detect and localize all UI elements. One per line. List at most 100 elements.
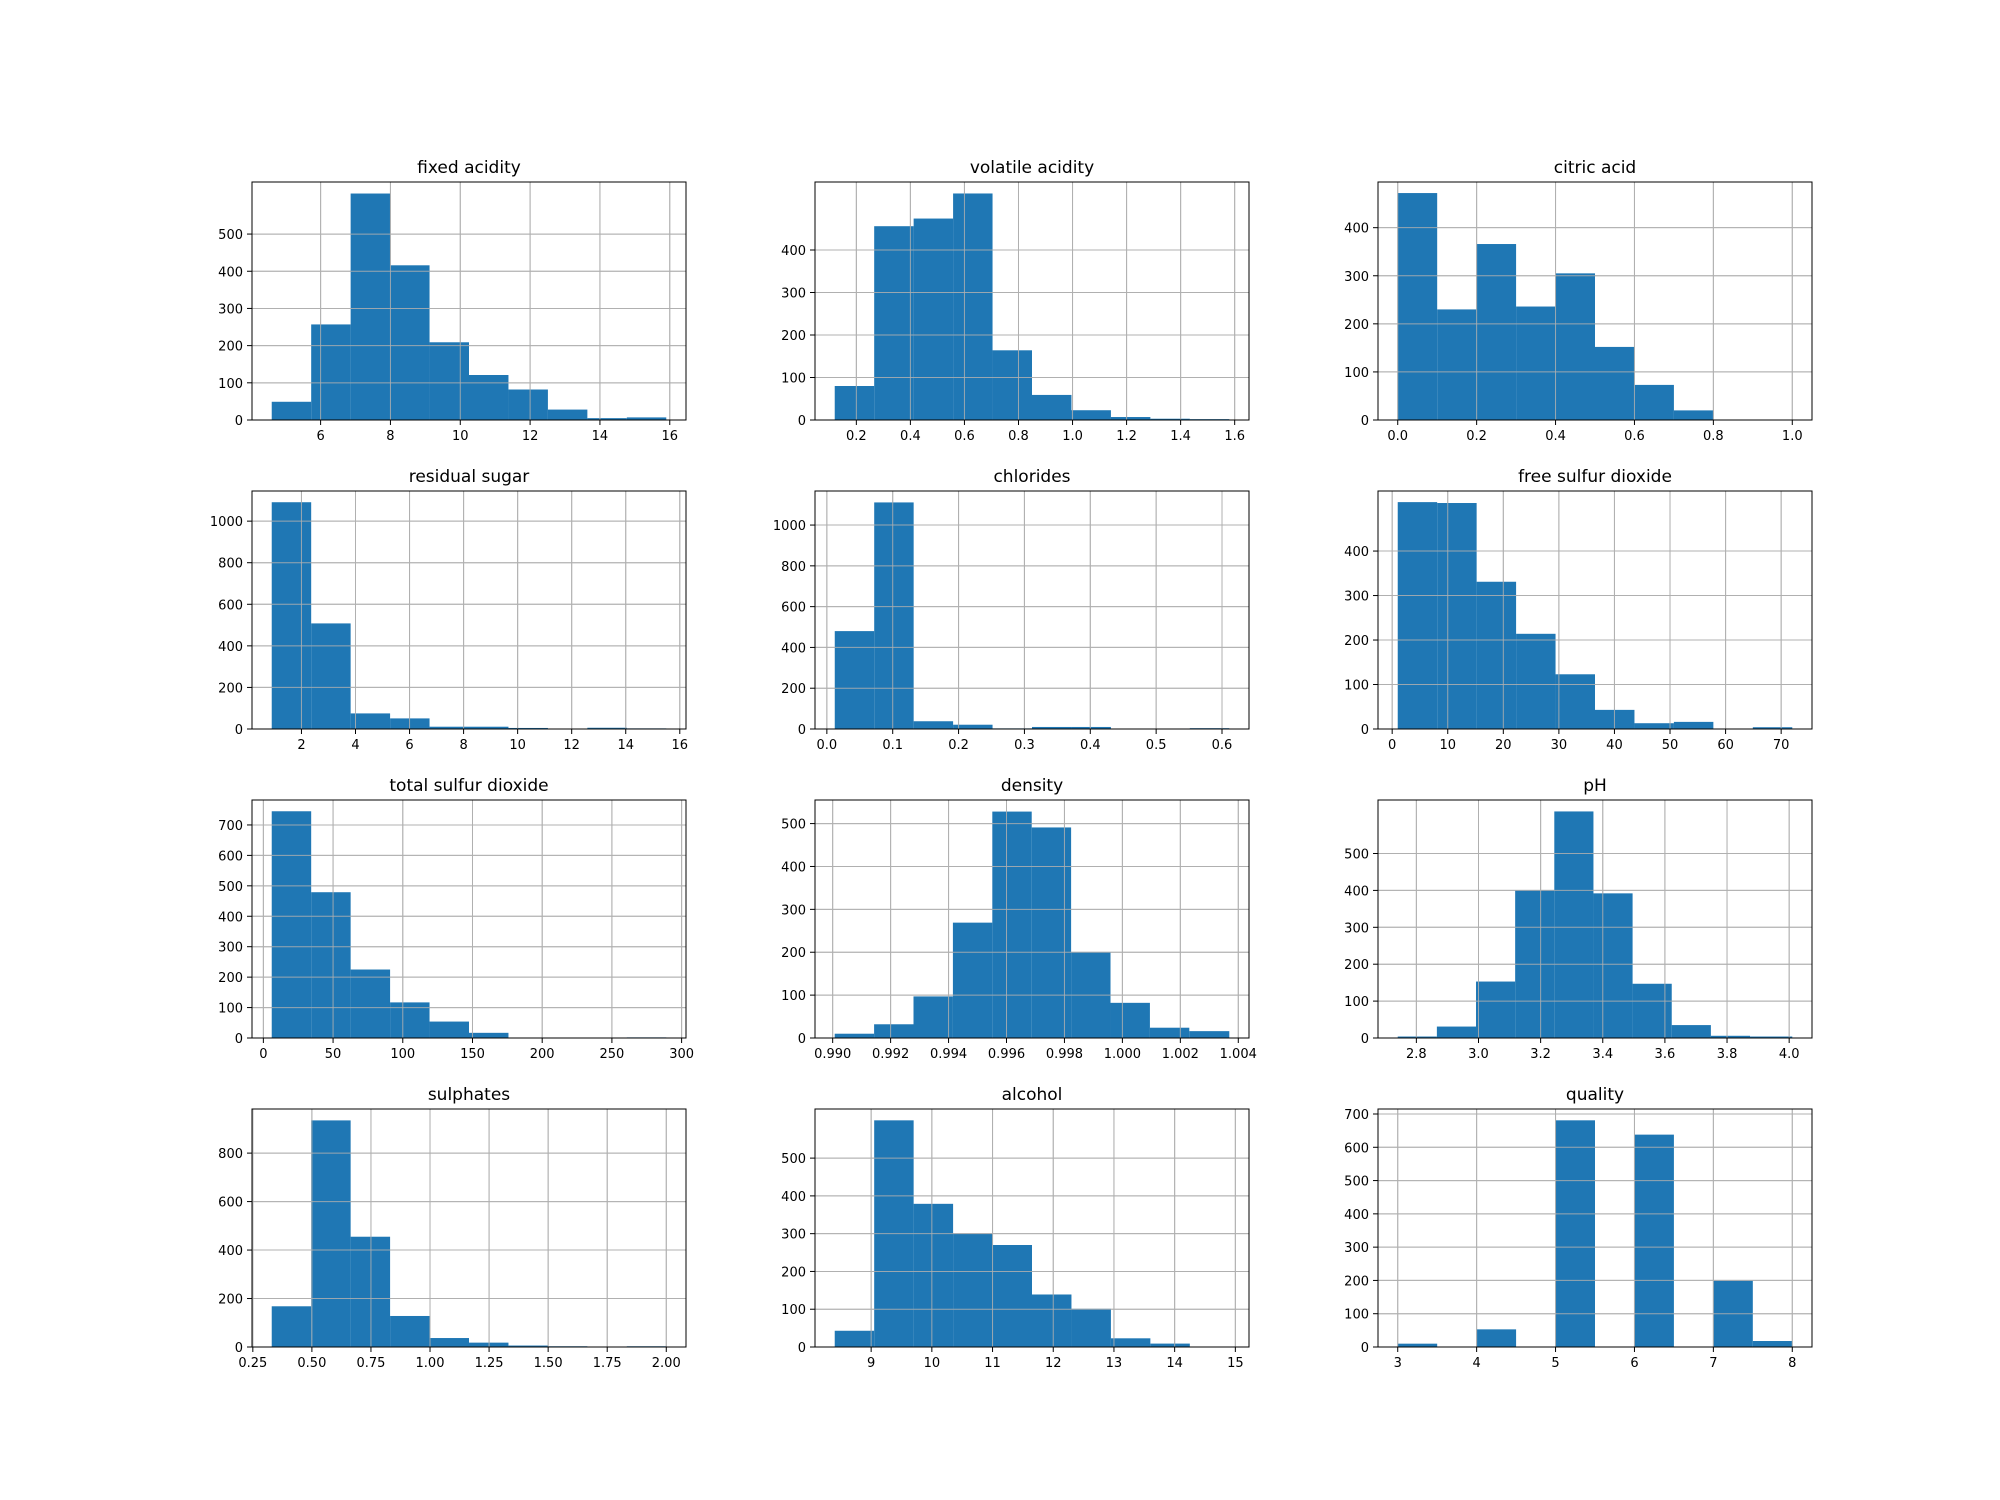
y-tick-label: 700 xyxy=(218,819,243,834)
panel-title: citric acid xyxy=(1554,158,1636,178)
x-tick-label: 0.8 xyxy=(1703,429,1724,444)
y-tick-label: 400 xyxy=(1344,545,1369,560)
y-tick-label: 0 xyxy=(798,723,806,738)
histogram-bar xyxy=(1397,1036,1437,1038)
histogram-bar xyxy=(1752,727,1793,729)
histogram-bar xyxy=(1593,893,1633,1038)
y-tick-label: 0 xyxy=(798,1341,806,1356)
axes-frame xyxy=(1377,490,1813,730)
histogram-bar xyxy=(1476,1329,1517,1347)
panel-title: quality xyxy=(1566,1085,1624,1105)
x-tick-label: 0.4 xyxy=(900,429,921,444)
histogram-bar xyxy=(1397,502,1438,729)
x-tick-label: 1.004 xyxy=(1220,1047,1257,1062)
histogram-panel-residual-sugar: 2 4 6 8 10 12 14 16 0 200 400 600 800 1000 residual su… xyxy=(210,467,688,753)
y-tick-label: 200 xyxy=(781,682,806,697)
histogram-bar xyxy=(271,401,312,420)
y-tick-label: 100 xyxy=(218,1002,243,1017)
axes-frame xyxy=(1377,799,1813,1039)
histogram-bar xyxy=(271,1306,312,1347)
y-tick-label: 100 xyxy=(1344,366,1369,381)
x-tick-label: 4 xyxy=(351,738,359,753)
histogram-bar xyxy=(1632,983,1672,1038)
x-tick-label: 0 xyxy=(259,1047,267,1062)
histogram-bar xyxy=(1071,726,1111,729)
x-tick-label: 0.5 xyxy=(1146,738,1167,753)
x-tick-label: 14 xyxy=(1166,1356,1183,1371)
histogram-bar xyxy=(1673,410,1714,420)
histogram-bar xyxy=(953,724,993,729)
y-tick-label: 300 xyxy=(781,903,806,918)
y-tick-label: 800 xyxy=(218,557,243,572)
x-tick-label: 40 xyxy=(1606,738,1623,753)
y-tick-label: 1000 xyxy=(210,515,243,530)
histogram-bar xyxy=(1110,1002,1150,1038)
y-tick-label: 200 xyxy=(218,971,243,986)
y-tick-label: 200 xyxy=(218,340,243,355)
x-tick-label: 16 xyxy=(672,738,689,753)
y-tick-label: 400 xyxy=(218,640,243,655)
x-tick-label: 200 xyxy=(530,1047,555,1062)
y-tick-label: 600 xyxy=(1344,1141,1369,1156)
x-tick-label: 14 xyxy=(617,738,634,753)
histogram-bar xyxy=(1673,721,1714,729)
x-tick-label: 0.0 xyxy=(817,738,838,753)
x-tick-label: 3.4 xyxy=(1592,1047,1613,1062)
x-tick-label: 1.0 xyxy=(1782,429,1803,444)
y-tick-label: 300 xyxy=(218,302,243,317)
x-tick-label: 4 xyxy=(1472,1356,1480,1371)
histogram-panel-total-sulfur-dioxide: 0 50 100 150 200 250 300 0 100 200 300 400 500 600 700… xyxy=(218,776,694,1062)
y-tick-label: 500 xyxy=(781,818,806,833)
x-tick-label: 0.996 xyxy=(988,1047,1025,1062)
histogram-bar xyxy=(350,713,391,729)
y-tick-label: 300 xyxy=(781,287,806,302)
histogram-bar xyxy=(390,1315,430,1347)
y-tick-label: 300 xyxy=(218,941,243,956)
x-tick-label: 8 xyxy=(459,738,467,753)
axes-frame xyxy=(251,799,687,1039)
axes-frame xyxy=(814,799,1250,1039)
panel-title: residual sugar xyxy=(409,467,530,487)
histogram-bar xyxy=(1150,1343,1190,1347)
y-tick-label: 0 xyxy=(1361,1341,1369,1356)
histogram-bar xyxy=(1671,1025,1711,1038)
y-tick-label: 200 xyxy=(218,1293,243,1308)
axes-frame xyxy=(1377,181,1813,421)
y-tick-label: 200 xyxy=(781,946,806,961)
histogram-bar xyxy=(1634,1134,1674,1347)
y-tick-label: 200 xyxy=(781,329,806,344)
panel-title: pH xyxy=(1583,776,1607,796)
histogram-bar xyxy=(953,193,993,420)
y-tick-label: 0 xyxy=(798,414,806,429)
histogram-bar xyxy=(913,218,954,420)
x-tick-label: 8 xyxy=(386,429,394,444)
x-tick-label: 0.4 xyxy=(1080,738,1101,753)
histogram-bar xyxy=(271,811,312,1038)
y-tick-label: 100 xyxy=(781,1303,806,1318)
x-tick-label: 3.6 xyxy=(1655,1047,1676,1062)
histogram-bar xyxy=(913,996,953,1038)
y-tick-label: 500 xyxy=(1344,848,1369,863)
x-tick-label: 13 xyxy=(1106,1356,1123,1371)
histogram-bar xyxy=(350,193,391,420)
x-tick-label: 3 xyxy=(1394,1356,1402,1371)
histogram-bar xyxy=(271,502,312,729)
histogram-panel-sulphates: 0.25 0.50 0.75 1.00 1.25 1.50 1.75 2.00 0 200 400 6… xyxy=(218,1085,687,1371)
histogram-bar xyxy=(547,409,588,420)
y-tick-label: 0 xyxy=(1361,1032,1369,1047)
y-tick-label: 500 xyxy=(218,880,243,895)
x-tick-label: 8 xyxy=(1788,1356,1796,1371)
histogram-bar xyxy=(1710,1035,1751,1038)
x-tick-label: 100 xyxy=(390,1047,415,1062)
x-tick-label: 60 xyxy=(1717,738,1734,753)
histogram-bar xyxy=(953,1233,993,1347)
y-tick-label: 0 xyxy=(235,723,243,738)
x-tick-label: 30 xyxy=(1551,738,1568,753)
y-tick-label: 400 xyxy=(781,244,806,259)
histogram-bar xyxy=(874,502,914,729)
histogram-bar xyxy=(992,811,1032,1038)
x-tick-label: 10 xyxy=(924,1356,941,1371)
histogram-bar xyxy=(874,1024,914,1038)
x-tick-label: 0.990 xyxy=(814,1047,851,1062)
y-tick-label: 500 xyxy=(218,228,243,243)
